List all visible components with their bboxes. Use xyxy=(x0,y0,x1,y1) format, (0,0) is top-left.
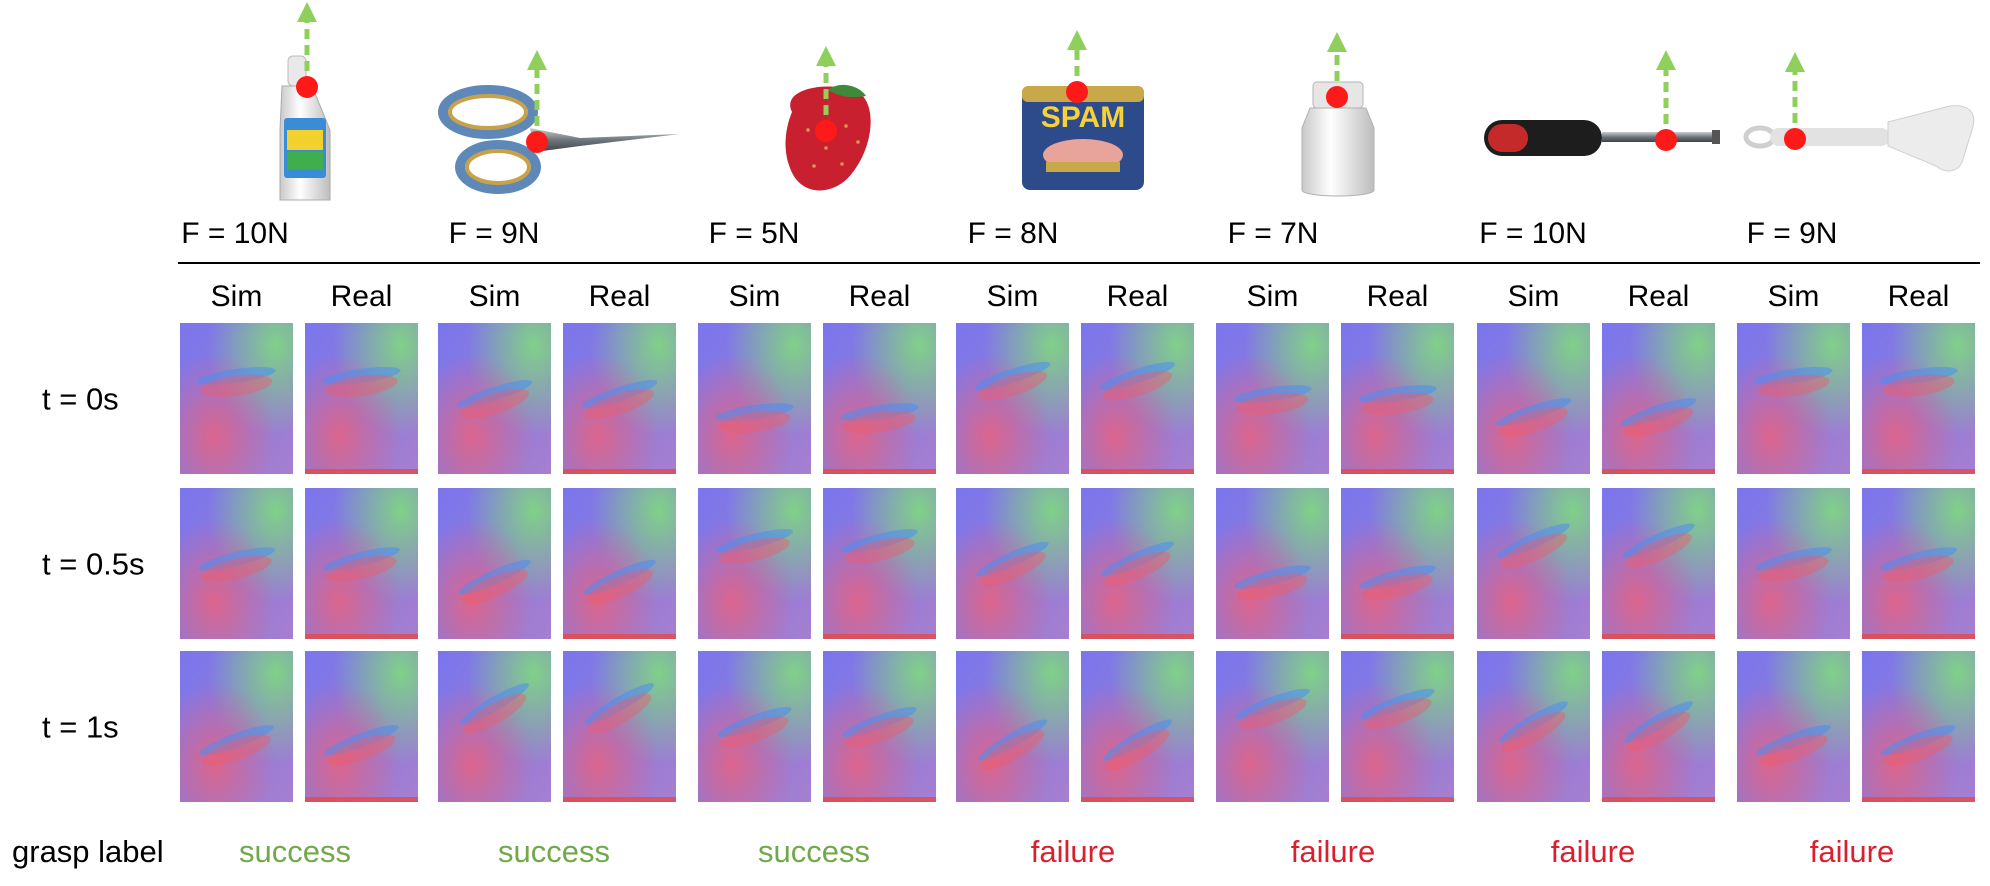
sim-tactile-image xyxy=(1737,651,1850,802)
force-label: F = 10N xyxy=(181,217,289,250)
sim-tactile-image xyxy=(698,488,811,639)
real-column-header: Real xyxy=(331,280,393,313)
force-label: F = 10N xyxy=(1479,217,1587,250)
sim-column-header: Sim xyxy=(211,280,263,313)
spam-can-icon: SPAM xyxy=(1022,86,1144,190)
real-tactile-image xyxy=(563,488,676,639)
sim-column-header: Sim xyxy=(729,280,781,313)
grasp-point-marker xyxy=(296,76,318,98)
cleaner-bottle-icon xyxy=(279,55,331,201)
real-tactile-image xyxy=(1341,651,1454,802)
grasp-outcome-label: failure xyxy=(1551,834,1635,869)
real-tactile-image xyxy=(823,488,936,639)
force-label: F = 9N xyxy=(1747,217,1838,250)
force-label: F = 5N xyxy=(709,217,800,250)
sim-column-header: Sim xyxy=(1768,280,1820,313)
real-tactile-image xyxy=(1862,651,1975,802)
sim-tactile-image xyxy=(180,488,293,639)
real-tactile-image xyxy=(1081,488,1194,639)
grasp-outcome-label: failure xyxy=(1031,834,1115,869)
sim-tactile-image xyxy=(180,323,293,474)
real-tactile-image xyxy=(823,651,936,802)
grasp-point-marker xyxy=(526,131,548,153)
real-tactile-image xyxy=(1602,323,1715,474)
real-column-header: Real xyxy=(1367,280,1429,313)
sim-tactile-image xyxy=(1477,651,1590,802)
real-tactile-image xyxy=(1081,323,1194,474)
sim-column-header: Sim xyxy=(1508,280,1560,313)
sim-tactile-image xyxy=(438,323,551,474)
sim-tactile-image xyxy=(1477,323,1590,474)
real-tactile-image xyxy=(563,651,676,802)
force-label: F = 7N xyxy=(1228,217,1319,250)
sim-tactile-image xyxy=(956,488,1069,639)
real-tactile-image xyxy=(1602,488,1715,639)
grasp-outcome-label: success xyxy=(758,834,870,869)
sim-tactile-image xyxy=(1737,488,1850,639)
time-label: t = 0.5s xyxy=(42,547,145,582)
sim-tactile-image xyxy=(1477,488,1590,639)
grasp-point-marker xyxy=(1784,128,1806,150)
grasp-outcome-label: failure xyxy=(1810,834,1894,869)
screwdriver-icon xyxy=(1484,120,1720,156)
real-column-header: Real xyxy=(1628,280,1690,313)
real-tactile-image xyxy=(1602,651,1715,802)
grasp-point-marker xyxy=(1655,129,1677,151)
grasp-label-title: grasp label xyxy=(12,834,164,869)
sim-tactile-image xyxy=(438,651,551,802)
sim-tactile-image xyxy=(1737,323,1850,474)
sim-tactile-image xyxy=(438,488,551,639)
sim-tactile-image xyxy=(180,651,293,802)
real-tactile-image xyxy=(305,323,418,474)
scissors-icon xyxy=(438,85,680,194)
real-tactile-image xyxy=(1341,488,1454,639)
real-tactile-image xyxy=(1341,323,1454,474)
sim-tactile-image xyxy=(698,323,811,474)
grasp-point-marker xyxy=(815,120,837,142)
spatula-icon xyxy=(1743,105,1975,172)
real-column-header: Real xyxy=(1888,280,1950,313)
sim-column-header: Sim xyxy=(469,280,521,313)
svg-text:SPAM: SPAM xyxy=(1041,101,1125,134)
real-tactile-image xyxy=(1862,488,1975,639)
real-column-header: Real xyxy=(589,280,651,313)
real-column-header: Real xyxy=(1107,280,1169,313)
grasp-point-marker xyxy=(1326,86,1348,108)
grasp-outcome-label: success xyxy=(498,834,610,869)
grasp-outcome-label: success xyxy=(239,834,351,869)
grasp-outcome-label: failure xyxy=(1291,834,1375,869)
sim-tactile-image xyxy=(956,323,1069,474)
real-tactile-image xyxy=(305,651,418,802)
sim-tactile-image xyxy=(956,651,1069,802)
force-label: F = 9N xyxy=(449,217,540,250)
grasp-point-marker xyxy=(1066,81,1088,103)
real-tactile-image xyxy=(563,323,676,474)
sim-tactile-image xyxy=(1216,651,1329,802)
real-tactile-image xyxy=(823,323,936,474)
real-tactile-image xyxy=(1862,323,1975,474)
real-tactile-image xyxy=(1081,651,1194,802)
sim-tactile-image xyxy=(1216,323,1329,474)
sim-tactile-image xyxy=(698,651,811,802)
real-column-header: Real xyxy=(849,280,911,313)
time-label: t = 0s xyxy=(42,382,119,417)
sim-tactile-image xyxy=(1216,488,1329,639)
real-tactile-image xyxy=(305,488,418,639)
sim-column-header: Sim xyxy=(1247,280,1299,313)
force-label: F = 8N xyxy=(968,217,1059,250)
time-label: t = 1s xyxy=(42,710,119,745)
sim-column-header: Sim xyxy=(987,280,1039,313)
